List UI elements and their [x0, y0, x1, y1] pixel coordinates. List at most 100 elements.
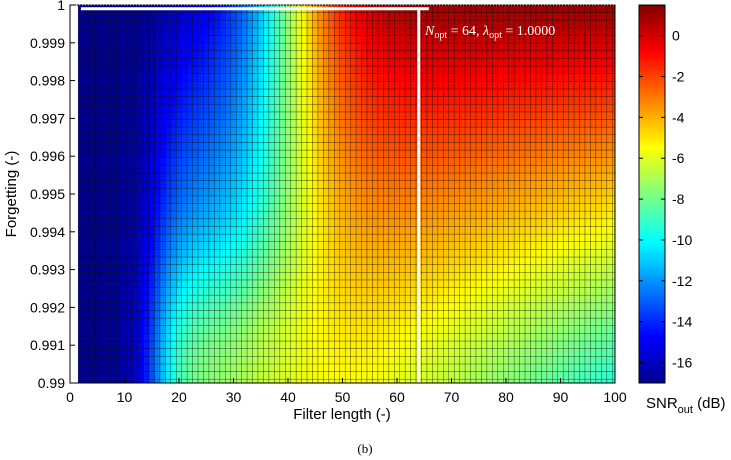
- heatmap-cell: [552, 4, 559, 13]
- heatmap-cell: [225, 111, 232, 120]
- heatmap-cell: [601, 363, 608, 372]
- heatmap-cell: [317, 142, 324, 151]
- heatmap-cell: [562, 356, 569, 365]
- heatmap-cell: [143, 81, 150, 90]
- heatmap-cell: [192, 325, 199, 334]
- heatmap-cell: [137, 103, 144, 113]
- heatmap-cell: [170, 188, 177, 197]
- heatmap-cell: [590, 42, 597, 52]
- heatmap-cell: [137, 81, 144, 90]
- heatmap-cell: [295, 126, 302, 136]
- heatmap-cell: [584, 50, 591, 59]
- heatmap-cell: [350, 19, 357, 29]
- heatmap-cell: [186, 272, 193, 281]
- heatmap-cell: [366, 126, 373, 136]
- heatmap-cell: [295, 149, 302, 158]
- heatmap-cell: [606, 96, 613, 105]
- heatmap-cell: [404, 165, 411, 174]
- heatmap-cell: [601, 241, 608, 250]
- heatmap-cell: [235, 157, 242, 166]
- heatmap-cell: [301, 126, 308, 136]
- heatmap-cell: [246, 356, 253, 365]
- heatmap-cell: [235, 256, 242, 265]
- heatmap-cell: [339, 356, 346, 365]
- heatmap-cell: [481, 348, 488, 357]
- heatmap-cell: [584, 134, 591, 143]
- heatmap-cell: [285, 226, 291, 235]
- heatmap-cell: [334, 340, 341, 349]
- heatmap-cell: [383, 180, 390, 189]
- heatmap-cell: [497, 340, 504, 349]
- heatmap-cell: [148, 279, 155, 288]
- heatmap-cell: [317, 333, 324, 342]
- heatmap-cell: [334, 119, 341, 128]
- heatmap-cell: [317, 256, 324, 265]
- heatmap-cell: [126, 165, 133, 174]
- heatmap-cell: [110, 325, 117, 334]
- heatmap-cell: [268, 81, 275, 90]
- heatmap-cell: [573, 378, 580, 384]
- heatmap-cell: [486, 134, 493, 143]
- heatmap-cell: [377, 134, 384, 143]
- heatmap-cell: [470, 249, 477, 258]
- heatmap-cell: [230, 264, 237, 273]
- heatmap-cell: [301, 111, 308, 120]
- heatmap-cell: [519, 287, 526, 296]
- heatmap-cell: [306, 310, 313, 319]
- heatmap-cell: [268, 378, 275, 384]
- heatmap-cell: [339, 134, 346, 143]
- heatmap-cell: [590, 340, 597, 349]
- heatmap-cell: [383, 226, 390, 235]
- heatmap-cell: [388, 363, 395, 372]
- heatmap-cell: [290, 73, 297, 82]
- heatmap-cell: [492, 226, 499, 235]
- heatmap-cell: [159, 302, 166, 311]
- heatmap-cell: [334, 279, 341, 288]
- heatmap-cell: [208, 12, 215, 21]
- heatmap-cell: [235, 325, 242, 334]
- heatmap-cell: [323, 73, 330, 82]
- heatmap-cell: [214, 126, 221, 136]
- heatmap-cell: [241, 203, 248, 212]
- heatmap-cell: [388, 73, 395, 82]
- heatmap-cell: [464, 50, 471, 59]
- heatmap-cell: [241, 88, 248, 97]
- heatmap-cell: [453, 42, 460, 52]
- heatmap-cell: [366, 203, 373, 212]
- heatmap-cell: [77, 356, 84, 365]
- heatmap-cell: [366, 19, 373, 29]
- heatmap-cell: [481, 218, 488, 227]
- heatmap-cell: [203, 249, 210, 258]
- heatmap-cell: [361, 317, 368, 326]
- heatmap-cell: [88, 378, 95, 384]
- heatmap-cell: [388, 195, 395, 204]
- heatmap-cell: [519, 348, 526, 357]
- heatmap-cell: [426, 58, 433, 67]
- heatmap-cell: [513, 348, 520, 357]
- heatmap-cell: [186, 149, 193, 158]
- heatmap-cell: [530, 340, 537, 349]
- heatmap-cell: [246, 157, 253, 166]
- heatmap-cell: [394, 126, 400, 136]
- heatmap-cell: [530, 294, 537, 304]
- heatmap-cell: [541, 272, 548, 281]
- heatmap-cell: [486, 103, 493, 113]
- heatmap-cell: [492, 188, 499, 197]
- heatmap-cell: [541, 302, 548, 311]
- heatmap-cell: [530, 50, 537, 59]
- heatmap-cell: [214, 111, 221, 120]
- heatmap-cell: [116, 203, 123, 212]
- heatmap-cell: [339, 188, 346, 197]
- heatmap-cell: [535, 4, 542, 13]
- heatmap-cell: [377, 180, 384, 189]
- heatmap-cell: [148, 58, 155, 67]
- heatmap-cell: [508, 294, 515, 304]
- heatmap-cell: [126, 35, 133, 44]
- heatmap-cell: [301, 233, 308, 242]
- heatmap-cell: [344, 188, 351, 197]
- heatmap-cell: [464, 73, 471, 82]
- heatmap-cell: [192, 42, 199, 52]
- heatmap-cell: [77, 195, 84, 204]
- heatmap-cell: [170, 35, 177, 44]
- heatmap-cell: [203, 195, 210, 204]
